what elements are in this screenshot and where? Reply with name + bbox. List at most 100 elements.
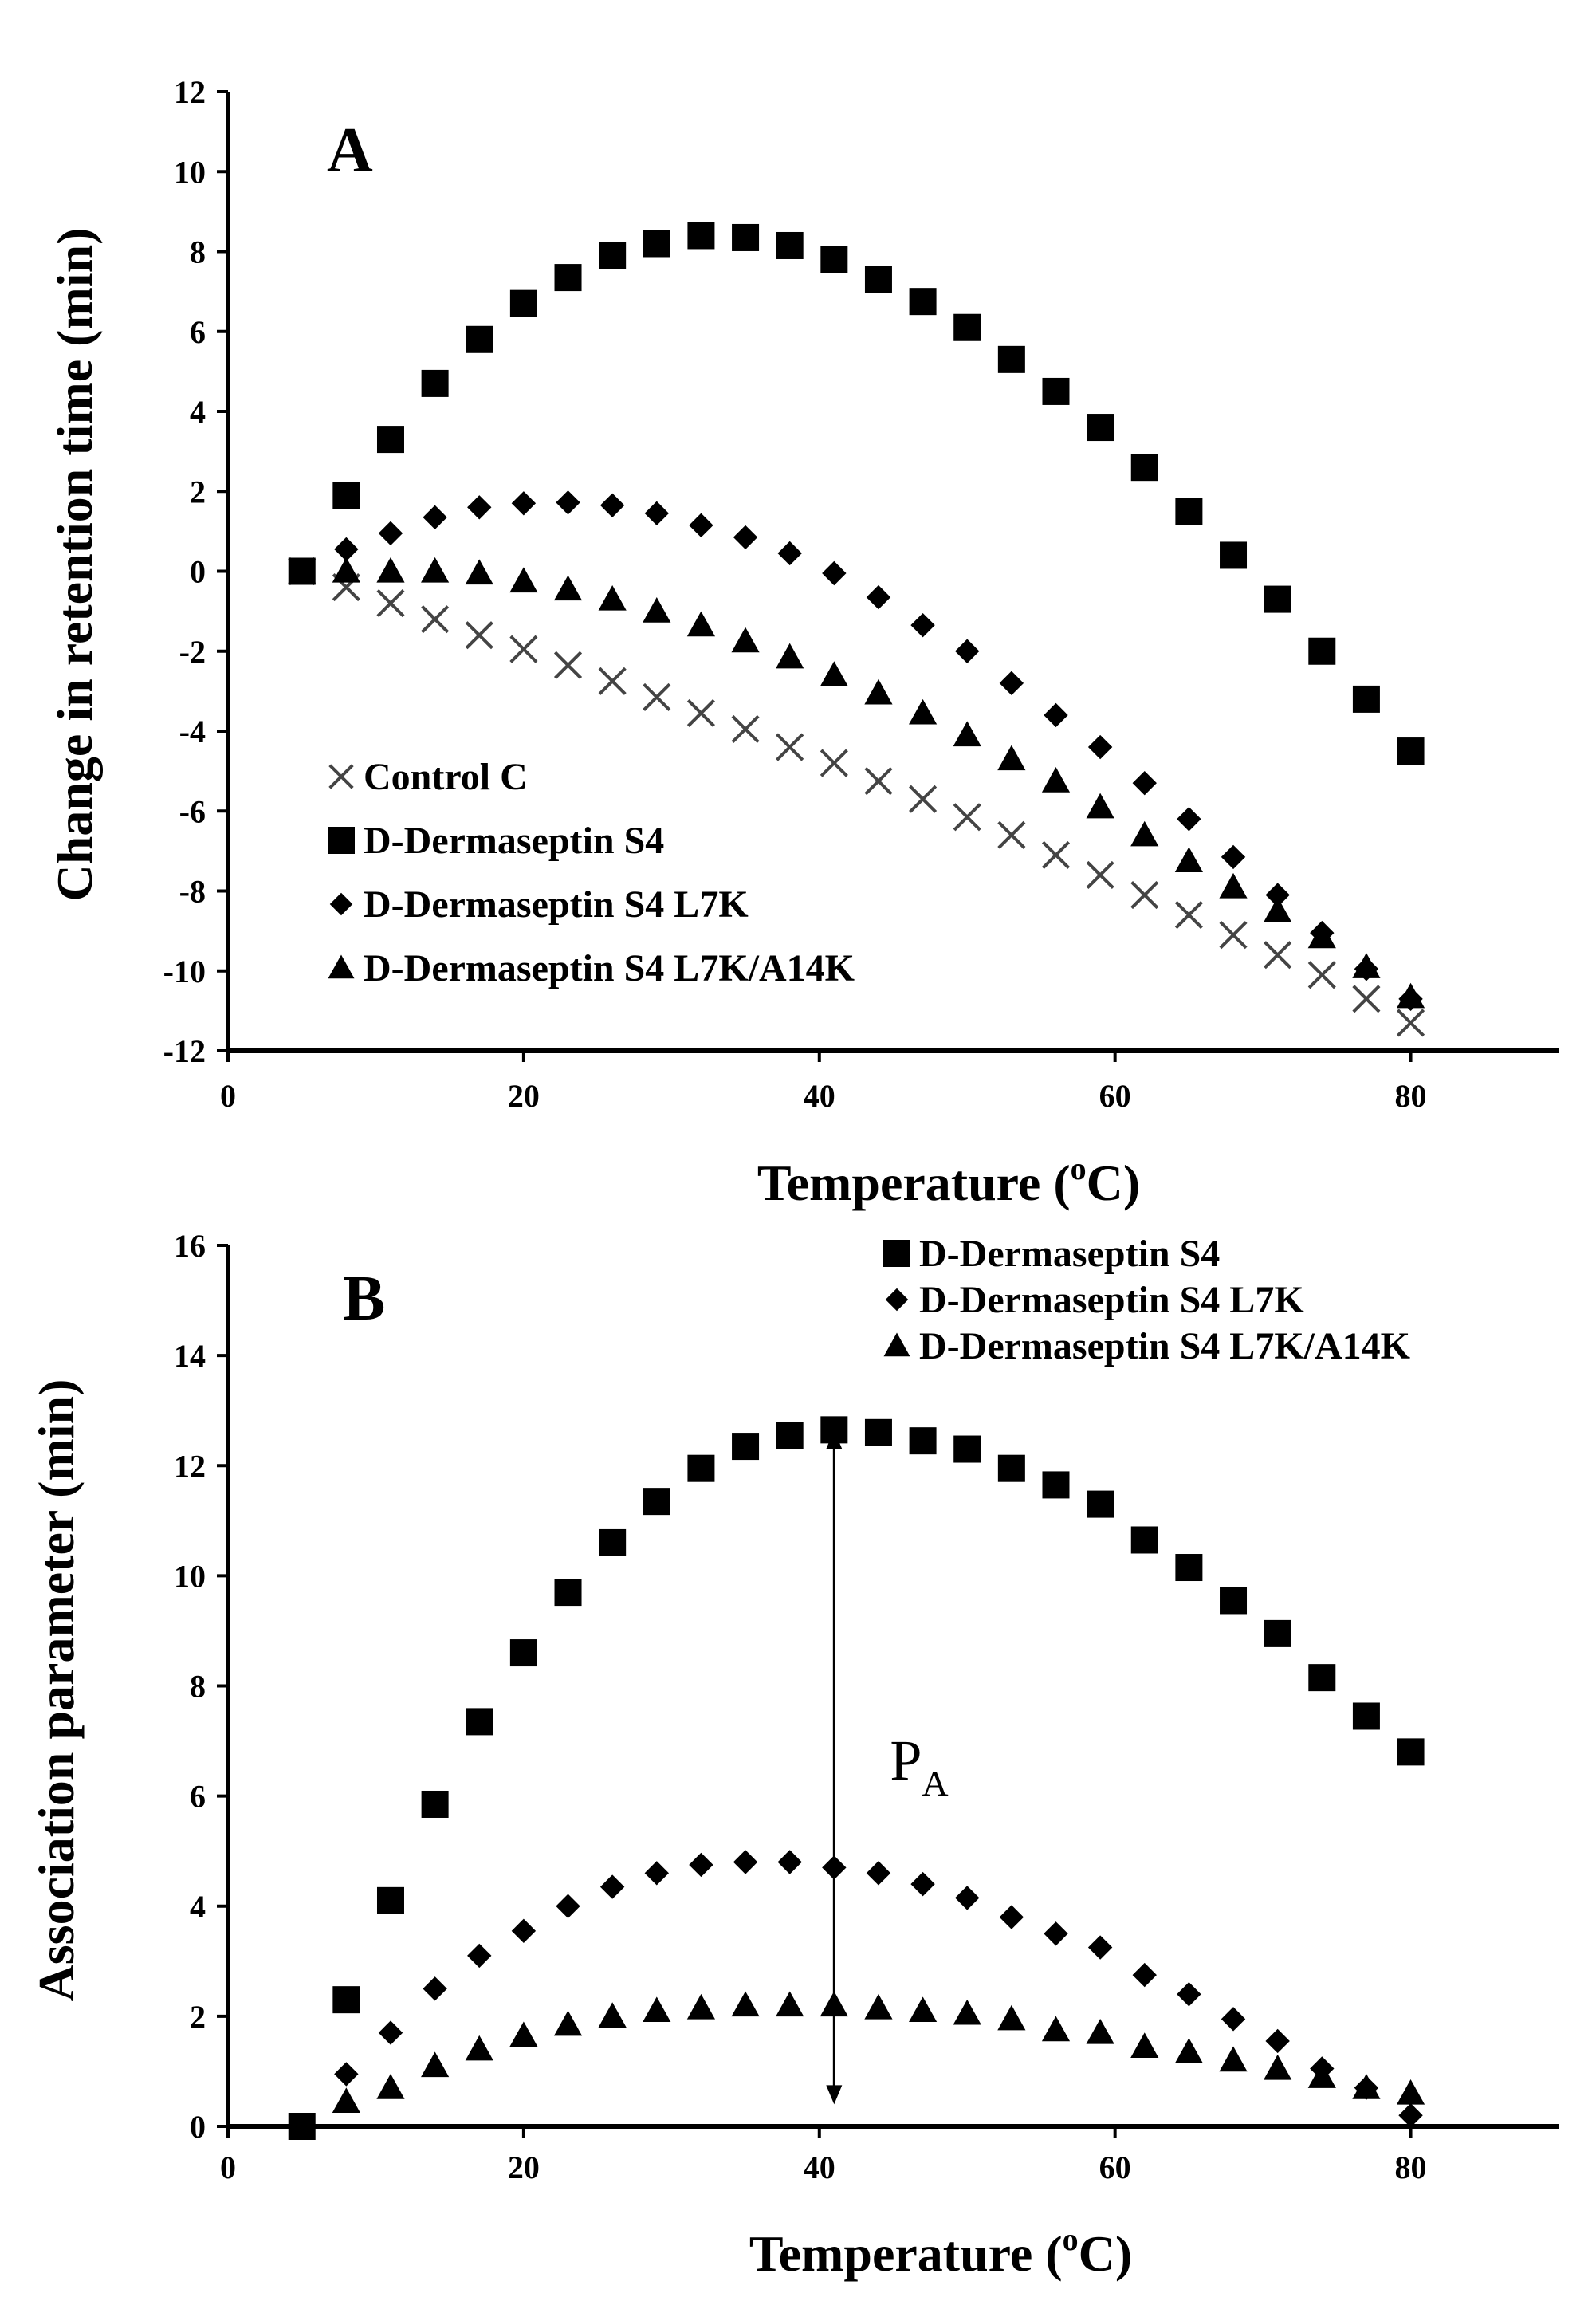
panel-b-data-point [288,2113,316,2140]
panel-b-data-point [686,1993,716,2020]
panel-b-legend-entry: D-Dermaseptin S4 L7K [919,1279,1304,1321]
panel-a-y-tick-label: 4 [190,394,206,430]
panel-a-data-point [1042,377,1070,405]
panel-a-y-tick-label: -10 [163,954,206,989]
panel-a-data-point [1264,941,1292,970]
panel-a-data-point [288,557,316,585]
panel-a-data-point [421,369,449,397]
panel-a-data-point [953,721,981,747]
panel-a-data-point [509,289,537,317]
panel-a-legend-entry: D-Dermaseptin S4 L7K [364,883,749,926]
panel-a-x-tick-label: 40 [804,1078,835,1114]
panel-a-y-tick-label: 0 [190,554,206,590]
panel-a-data-point [1397,738,1425,765]
panel-b-data-point [466,1708,493,1736]
panel-a-x-tick-label: 60 [1099,1078,1131,1114]
panel-b-data-point [687,1454,715,1482]
panel-b-data-point [1132,1962,1157,1988]
panel-b-y-tick-label: 2 [190,1999,206,2035]
panel-b-y-tick-label: 14 [174,1338,206,1374]
panel-a-data-point [733,525,758,550]
panel-a-x-tick-label: 80 [1395,1078,1427,1114]
panel-b-chart: B Association parameter (min) Temperatur… [28,1228,1559,2282]
panel-b-x-tick-label: 20 [508,2150,540,2185]
panel-a-data-point [1352,685,1380,713]
panel-b-legend-marker [883,1240,910,1267]
panel-a-data-point [421,557,450,583]
panel-a-data-point [423,505,447,530]
panel-b-data-point [1398,2102,1423,2128]
panel-a-data-point [644,501,669,526]
panel-a-data-point [334,537,359,562]
panel-a-y-tick-label: -6 [179,793,206,829]
panel-b-data-point [1087,1490,1114,1518]
panel-a-data-point [599,493,625,517]
panel-b-data-point [1352,2074,1381,2099]
panel-b-y-tick-label: 16 [174,1228,206,1264]
panel-a-data-point [509,635,538,663]
panel-a-data-point [689,513,713,538]
panel-a-data-point [1265,883,1290,907]
panel-a-data-point [777,541,802,566]
panel-b-x-tick-label: 0 [220,2150,236,2185]
panel-a-data-point [1352,985,1381,1013]
panel-b-data-point [1041,2016,1071,2042]
panel-b-data-point [1044,1921,1068,1946]
panel-a-data-point [909,785,938,813]
panel-a-data-point [997,820,1026,849]
panel-a-data-point [1041,767,1071,793]
panel-a-data-point [554,264,582,292]
panel-b-data-point [1307,2063,1336,2088]
panel-a-y-tick-label: 6 [190,314,206,350]
panel-a-y-tick-label: -4 [179,714,206,749]
panel-b-data-point [908,1996,938,2023]
panel-a-data-point [909,288,937,316]
panel-a-series-diamond [334,490,1423,1012]
panel-b-data-point [1042,1471,1070,1499]
panel-b-data-point [599,1528,627,1556]
panel-a-legend-marker [329,892,353,916]
panel-a-data-point [1177,807,1201,832]
panel-b-y-tick-label: 6 [190,1779,206,1815]
panel-a-data-point [953,313,981,341]
panel-b-data-point [553,2010,583,2036]
panel-a-data-point [953,803,981,832]
panel-a-data-point [1220,541,1248,569]
panel-a-series-triangle [332,557,1425,1009]
panel-a-y-tick-label: -12 [163,1033,206,1069]
panel-a-data-point [776,643,804,669]
panel-b-x-tick-label: 80 [1395,2150,1427,2185]
panel-a-data-point [1174,847,1203,872]
panel-b-series-diamond [334,1850,1423,2128]
panel-b-data-point [556,1894,580,1918]
panel-a-data-point [686,611,716,637]
panel-a-data-point [556,490,580,515]
panel-a-data-point [643,682,671,711]
panel-b-data-point [864,1993,893,2020]
panel-b-data-point [599,1874,625,1899]
panel-b-series-square [288,1416,1425,2140]
panel-a-x-tick-label: 20 [508,1078,540,1114]
panel-a-data-point [376,557,405,583]
panel-a-data-point [776,733,804,761]
panel-a-data-point [643,230,670,258]
panel-a-data-point [864,678,893,705]
panel-a-data-point [687,222,715,250]
panel-a-data-point [1396,982,1425,1009]
panel-a-data-point [376,589,405,618]
panel-b-data-point [643,1996,671,2023]
panel-a-data-point [1130,880,1159,910]
panel-a-data-point [1219,872,1248,899]
panel-a-y-tick-label: 10 [174,154,206,190]
panel-a-data-point [1086,860,1114,890]
panel-b-x-tick-label: 40 [804,2150,835,2185]
panel-a-data-point [1130,820,1159,847]
panel-a-data-point [864,266,892,293]
panel-a-data-point [1086,793,1114,819]
panel-a-data-point [1132,770,1157,796]
panel-b-data-point [953,1435,981,1463]
panel-a-data-point [421,605,450,634]
panel-a-data-point [1044,702,1068,728]
panel-b-data-point [909,1427,937,1455]
panel-a-data-point [332,557,360,583]
